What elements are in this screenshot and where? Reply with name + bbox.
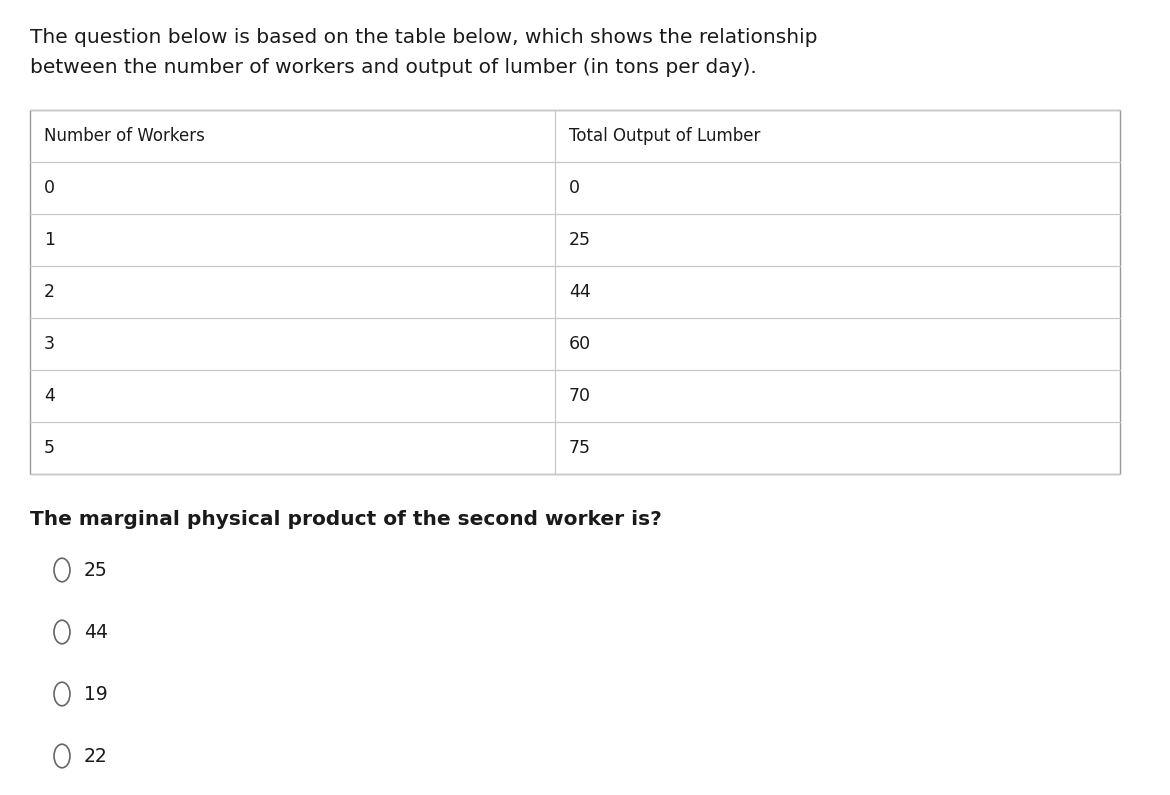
Text: 0: 0 bbox=[44, 179, 55, 197]
Text: 4: 4 bbox=[44, 387, 55, 405]
Text: The marginal physical product of the second worker is?: The marginal physical product of the sec… bbox=[30, 510, 662, 529]
Text: 3: 3 bbox=[44, 335, 55, 353]
Text: 0: 0 bbox=[569, 179, 580, 197]
Text: The question below is based on the table below, which shows the relationship: The question below is based on the table… bbox=[30, 28, 818, 47]
Text: 22: 22 bbox=[84, 747, 108, 766]
Ellipse shape bbox=[54, 558, 70, 582]
Text: 19: 19 bbox=[84, 684, 108, 704]
Text: 25: 25 bbox=[84, 560, 108, 580]
Bar bbox=[30, 110, 1120, 474]
Text: 1: 1 bbox=[44, 231, 55, 249]
Text: 70: 70 bbox=[569, 387, 591, 405]
Ellipse shape bbox=[54, 744, 70, 768]
Ellipse shape bbox=[54, 682, 70, 706]
Ellipse shape bbox=[54, 620, 70, 644]
Text: Total Output of Lumber: Total Output of Lumber bbox=[569, 127, 760, 145]
Text: 5: 5 bbox=[44, 439, 55, 457]
Text: between the number of workers and output of lumber (in tons per day).: between the number of workers and output… bbox=[30, 58, 757, 77]
Text: 75: 75 bbox=[569, 439, 591, 457]
Text: 25: 25 bbox=[569, 231, 591, 249]
Text: 60: 60 bbox=[569, 335, 591, 353]
Text: Number of Workers: Number of Workers bbox=[44, 127, 205, 145]
Text: 44: 44 bbox=[569, 283, 591, 301]
Text: 2: 2 bbox=[44, 283, 55, 301]
Text: 44: 44 bbox=[84, 622, 108, 642]
